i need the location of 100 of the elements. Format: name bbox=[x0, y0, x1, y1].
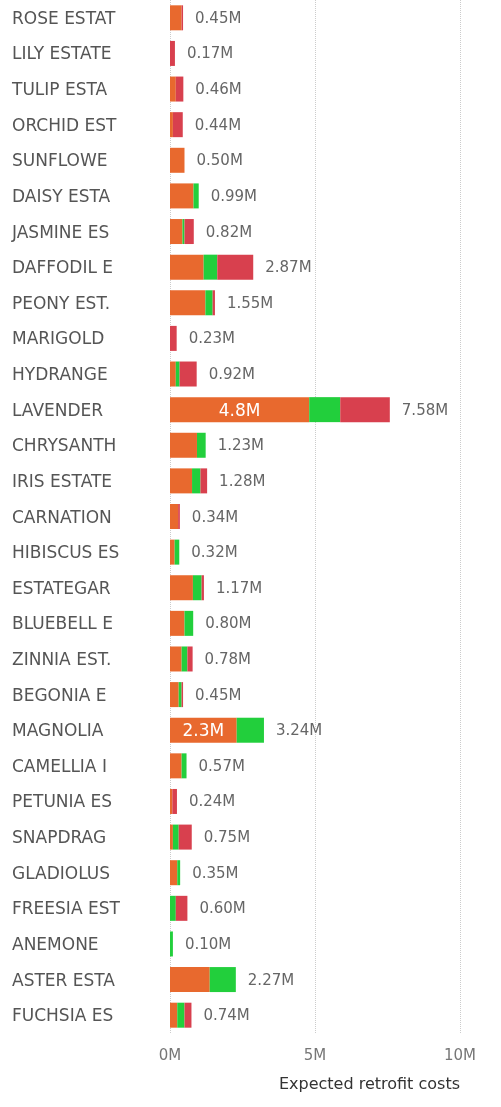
y-tick-label: ESTATEGAR bbox=[12, 577, 111, 598]
bar bbox=[172, 824, 179, 850]
bar bbox=[170, 931, 173, 957]
bar bbox=[170, 219, 183, 245]
y-tick-label: DAISY ESTA bbox=[12, 185, 111, 206]
y-tick-label: GLADIOLUS bbox=[12, 862, 111, 883]
bar bbox=[170, 290, 206, 316]
bar bbox=[182, 219, 185, 245]
total-label: 0.99M bbox=[210, 186, 258, 205]
bar bbox=[192, 575, 202, 601]
bar bbox=[178, 824, 192, 850]
bar bbox=[170, 76, 176, 102]
total-label: 0.32M bbox=[191, 543, 238, 562]
y-tick-label: PEONY EST. bbox=[12, 292, 111, 313]
y-tick-label: HYDRANGE bbox=[12, 364, 108, 385]
total-label: 0.24M bbox=[188, 792, 236, 811]
bar bbox=[193, 183, 199, 209]
bar bbox=[170, 610, 185, 636]
y-tick-label: JASMINE ES bbox=[11, 221, 110, 242]
y-tick-label: BEGONIA E bbox=[12, 684, 107, 705]
bar bbox=[217, 254, 254, 280]
bar bbox=[170, 147, 185, 173]
y-tick-label: LILY ESTATE bbox=[12, 43, 112, 64]
bar bbox=[170, 254, 204, 280]
total-label: 1.17M bbox=[215, 578, 263, 597]
y-tick-label: IRIS ESTATE bbox=[12, 470, 113, 491]
y-tick-label: SUNFLOWE bbox=[12, 150, 108, 171]
bar bbox=[170, 361, 176, 387]
total-label: 0.57M bbox=[198, 756, 245, 775]
y-tick-label: ZINNIA EST. bbox=[12, 648, 112, 669]
total-label: 0.10M bbox=[184, 934, 232, 953]
bar bbox=[192, 468, 201, 494]
total-label: 0.45M bbox=[195, 8, 242, 27]
bar bbox=[172, 788, 177, 814]
total-label: 0.78M bbox=[204, 649, 251, 668]
y-tick-label: ORCHID EST bbox=[12, 114, 118, 135]
y-tick-label: TULIP ESTA bbox=[11, 79, 108, 100]
bar bbox=[170, 682, 179, 708]
bar bbox=[309, 397, 341, 423]
bar bbox=[170, 646, 182, 672]
total-label: 0.45M bbox=[195, 685, 242, 704]
y-tick-label: MAGNOLIA bbox=[12, 720, 104, 741]
bar bbox=[170, 397, 310, 423]
total-label: 1.55M bbox=[226, 293, 274, 312]
y-tick-label: CAMELLIA I bbox=[12, 755, 107, 776]
y-tick-label: BLUEBELL E bbox=[12, 613, 113, 634]
bar bbox=[170, 504, 179, 529]
bar bbox=[175, 76, 184, 102]
bar bbox=[205, 290, 213, 316]
y-tick-label: PETUNIA ES bbox=[12, 791, 113, 812]
total-label: 0.82M bbox=[205, 222, 253, 241]
total-label: 0.46M bbox=[195, 80, 242, 99]
total-label: 0.80M bbox=[205, 614, 252, 633]
y-tick-label: ANEMONE bbox=[12, 933, 99, 954]
bar bbox=[170, 539, 175, 565]
total-label: 0.74M bbox=[203, 1006, 250, 1025]
bar bbox=[170, 824, 173, 850]
x-tick-label: 10M bbox=[443, 1045, 477, 1064]
data-label: 2.3M bbox=[182, 720, 225, 741]
total-label: 2.87M bbox=[265, 258, 312, 277]
y-tick-label: CHRYSANTH bbox=[12, 435, 117, 456]
data-label: 4.8M bbox=[218, 399, 261, 420]
total-label: 0.35M bbox=[192, 863, 239, 882]
bar bbox=[175, 361, 180, 387]
y-tick-label: FREESIA EST bbox=[12, 898, 121, 919]
y-tick-label: CARNATION bbox=[12, 506, 112, 527]
y-tick-label: FUCHSIA ES bbox=[12, 1005, 114, 1026]
bar bbox=[177, 860, 181, 886]
bar bbox=[196, 432, 206, 458]
y-tick-label: HIBISCUS ES bbox=[12, 542, 120, 563]
bar bbox=[170, 5, 182, 31]
bar bbox=[172, 112, 183, 138]
x-axis-title: Expected retrofit costs bbox=[278, 1073, 460, 1093]
y-tick-label: MARIGOLD bbox=[12, 328, 105, 349]
bar bbox=[179, 361, 197, 387]
bar bbox=[340, 397, 390, 423]
total-label: 7.58M bbox=[401, 400, 449, 419]
bar bbox=[203, 254, 218, 280]
bar bbox=[236, 717, 264, 743]
total-label: 2.27M bbox=[247, 970, 295, 989]
total-label: 0.44M bbox=[194, 115, 242, 134]
bar bbox=[170, 112, 173, 138]
bar bbox=[170, 575, 193, 601]
total-label: 0.92M bbox=[208, 365, 256, 384]
total-label: 0.17M bbox=[186, 44, 234, 63]
x-tick-label: 0M bbox=[158, 1045, 182, 1064]
bar bbox=[175, 895, 188, 921]
bar bbox=[187, 646, 193, 672]
total-label: 1.28M bbox=[219, 471, 266, 490]
y-tick-label: SNAPDRAG bbox=[12, 827, 107, 848]
total-label: 0.60M bbox=[199, 899, 246, 918]
bar bbox=[184, 610, 194, 636]
bar bbox=[170, 183, 194, 209]
y-tick-label: ASTER ESTA bbox=[12, 969, 116, 990]
bar bbox=[209, 967, 236, 993]
y-tick-label: ROSE ESTAT bbox=[12, 7, 117, 28]
bar bbox=[170, 895, 176, 921]
bar bbox=[170, 1002, 178, 1028]
bar bbox=[170, 325, 177, 351]
x-tick-label: 5M bbox=[303, 1045, 327, 1064]
